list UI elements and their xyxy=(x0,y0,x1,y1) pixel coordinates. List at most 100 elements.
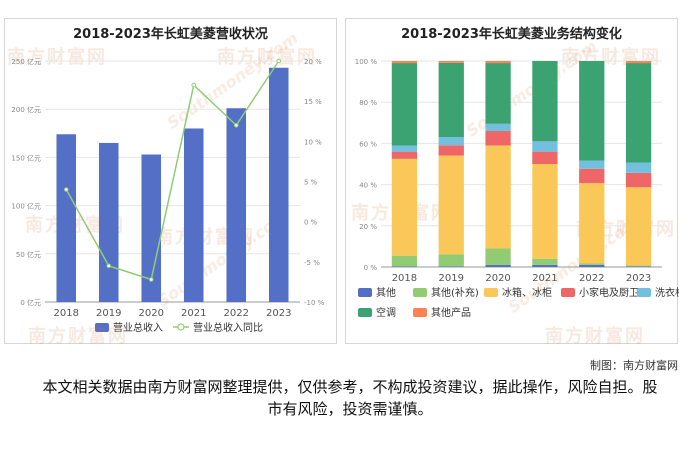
stacked-segment xyxy=(625,266,652,267)
revenue-chart-panel: 2018-2023年长虹美菱营收状况 南方财富网 南方财富网 Southmone… xyxy=(4,18,337,344)
y-right-tick-label: 15 % xyxy=(304,98,322,106)
stacked-segment xyxy=(579,183,605,264)
revenue-bar xyxy=(226,108,247,303)
yoy-growth-line xyxy=(65,60,280,281)
y-tick-label: 60 % xyxy=(359,140,377,148)
stacked-segment xyxy=(485,264,511,267)
y-right-tick-label: 0 % xyxy=(304,219,318,227)
revenue-bar xyxy=(56,134,77,302)
x-tick-label: 2018 xyxy=(54,308,79,319)
stacked-segment xyxy=(625,63,652,163)
legend-label: 小家电及厨卫 xyxy=(579,286,639,299)
y-tick-label: 20 % xyxy=(359,223,377,231)
x-tick-label: 2019 xyxy=(439,273,464,284)
disclaimer-text: 本文相关数据由南方财富网整理提供，仅供参考，不构成投资建议，据此操作，风险自担。… xyxy=(42,378,658,418)
yoy-growth-point xyxy=(148,277,154,282)
x-tick-label: 2022 xyxy=(579,273,604,284)
stacked-segment xyxy=(438,254,464,267)
stacked-segment xyxy=(625,265,652,267)
revenue-bar xyxy=(268,67,289,302)
business-structure-chart-svg: 0 % 20 % 40 % 60 % 80 % 100 % 2018 2019 2020 2021… xyxy=(355,58,679,319)
legend-swatch xyxy=(358,288,372,297)
y-left-tick-label: 100 亿元 xyxy=(11,202,41,211)
stacked-segment xyxy=(532,141,558,152)
stacked-segment xyxy=(485,145,511,249)
stacked-segment xyxy=(579,61,605,161)
stacked-segment xyxy=(579,168,605,184)
stacked-segment xyxy=(579,160,605,169)
x-tick-label: 2023 xyxy=(266,308,291,319)
x-tick-label: 2021 xyxy=(532,273,557,284)
stacked-segment xyxy=(532,264,558,267)
y-left-tick-label: 0 亿元 xyxy=(20,298,41,307)
y-right-tick-label: -5 % xyxy=(304,259,320,267)
stacked-segment xyxy=(391,151,418,159)
stacked-segment xyxy=(532,61,558,142)
y-tick-label: 40 % xyxy=(359,182,377,190)
stacked-segment xyxy=(532,151,558,164)
revenue-bar xyxy=(98,142,119,302)
x-tick-label: 2018 xyxy=(392,273,417,284)
stacked-segment xyxy=(625,61,652,64)
stacked-segment xyxy=(579,264,605,267)
legend-swatch xyxy=(637,288,651,297)
stacked-segment xyxy=(438,155,464,255)
stacked-segment xyxy=(438,61,464,63)
stacked-segment xyxy=(485,63,511,124)
x-tick-label: 2020 xyxy=(485,273,510,284)
revenue-chart-svg: 0 亿元 50 亿元 100 亿元 150 亿元 200 亿元 250 亿元 -10 % -5… xyxy=(11,57,325,334)
stacked-segment xyxy=(485,131,511,146)
legend-label: 冰箱、冰柜 xyxy=(502,286,552,299)
y-tick-label: 100 % xyxy=(355,58,378,66)
legend-label: 其他 xyxy=(376,286,396,299)
y-left-tick-label: 250 亿元 xyxy=(11,57,41,66)
stacked-segment xyxy=(391,145,418,152)
stacked-segment xyxy=(625,187,652,266)
stacked-segment xyxy=(532,258,558,265)
stacked-segment xyxy=(391,255,418,267)
y-left-tick-label: 50 亿元 xyxy=(16,250,41,259)
stacked-segment xyxy=(438,62,464,138)
yoy-growth-point xyxy=(106,263,112,269)
y-left-tick-label: 200 亿元 xyxy=(11,105,41,114)
stacked-segment xyxy=(625,172,652,188)
stacked-segment xyxy=(438,145,464,156)
stacked-segment xyxy=(579,263,605,265)
y-right-tick-label: 5 % xyxy=(304,179,318,187)
revenue-chart-title: 2018-2023年长虹美菱营收状况 xyxy=(73,27,268,42)
legend-swatch xyxy=(413,308,427,317)
stacked-segment xyxy=(391,63,418,146)
yoy-growth-point xyxy=(191,82,197,88)
business-structure-chart-panel: 2018-2023年长虹美菱业务结构变化 南方财富网 Southmoney.co… xyxy=(345,18,679,344)
legend-label: 其他(补充) xyxy=(431,286,479,299)
stacked-segment xyxy=(532,164,558,259)
stacked-segment xyxy=(485,123,511,132)
legend-label-yoy: 营业总收入同比 xyxy=(193,321,263,334)
revenue-bar xyxy=(183,128,204,302)
stacked-segment xyxy=(391,158,418,256)
stacked-segment xyxy=(391,61,418,64)
legend-swatch xyxy=(413,288,427,297)
stacked-segment xyxy=(438,266,464,267)
x-tick-label: 2019 xyxy=(96,308,121,319)
yoy-growth-point xyxy=(63,187,69,192)
legend-label: 洗衣机 xyxy=(655,286,679,299)
chart-credit: 制图：南方财富网 xyxy=(590,359,678,372)
y-tick-label: 0 % xyxy=(364,264,378,272)
legend-swatch-yoy-marker xyxy=(177,323,185,331)
stacked-segment xyxy=(438,137,464,146)
stacked-segment xyxy=(625,162,652,173)
yoy-growth-point xyxy=(276,58,282,64)
revenue-bar xyxy=(141,154,162,302)
legend-swatch xyxy=(358,308,372,317)
legend-label: 其他产品 xyxy=(431,306,471,319)
y-right-tick-label: -10 % xyxy=(304,299,325,307)
stacked-segment xyxy=(391,266,418,267)
legend-swatch xyxy=(561,288,575,297)
y-tick-label: 80 % xyxy=(359,99,377,107)
x-tick-label: 2023 xyxy=(626,273,651,284)
y-right-tick-label: 20 % xyxy=(304,58,322,66)
business-structure-chart-title: 2018-2023年长虹美菱业务结构变化 xyxy=(401,27,622,42)
x-tick-label: 2021 xyxy=(181,308,206,319)
x-tick-label: 2022 xyxy=(224,308,249,319)
